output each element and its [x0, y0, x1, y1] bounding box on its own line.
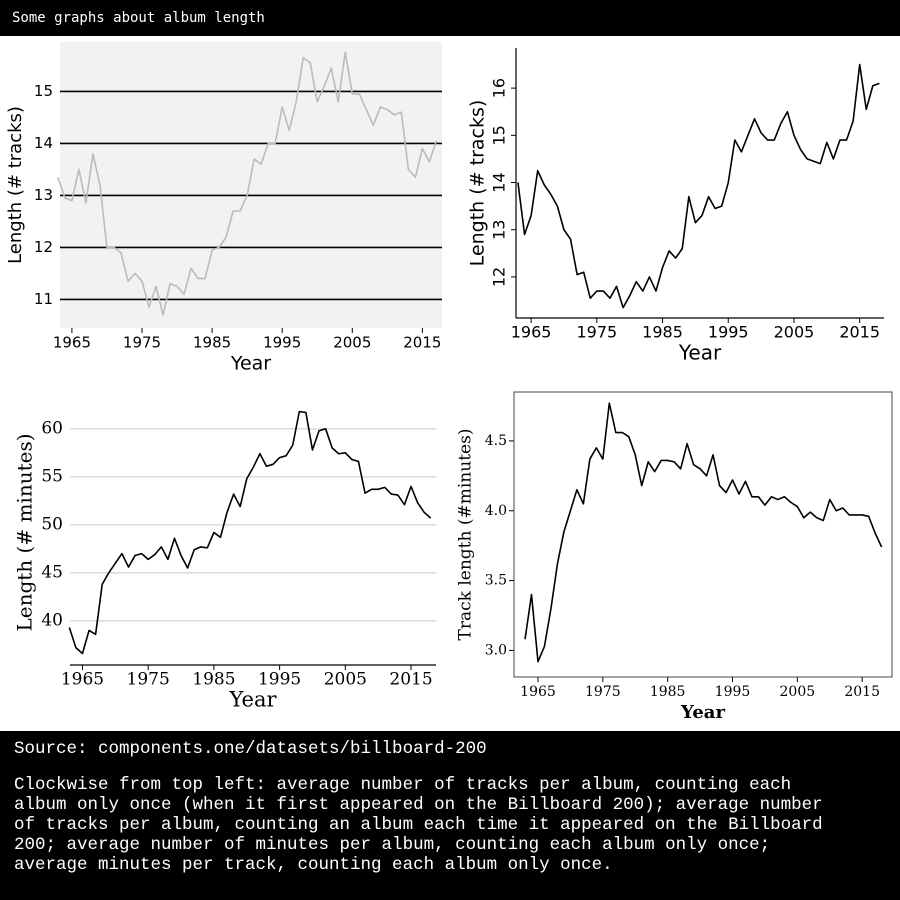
y-tick-label: 16: [490, 78, 509, 98]
x-tick-label: 1975: [576, 323, 617, 342]
y-tick-label: 11: [34, 290, 53, 308]
x-tick-label: 1965: [520, 684, 556, 700]
x-tick-label: 2005: [324, 670, 367, 690]
x-tick-label: 1995: [263, 334, 301, 352]
x-tick-label: 1995: [715, 684, 751, 700]
plot-background: [60, 42, 442, 328]
x-axis-label: Year: [680, 702, 725, 723]
y-tick-label: 3.5: [485, 573, 507, 589]
x-tick-label: 2015: [389, 670, 432, 690]
x-tick-label: 1975: [585, 684, 621, 700]
data-line: [517, 63, 880, 309]
x-tick-label: 1985: [642, 323, 683, 342]
y-axis-label: Length (# minutes): [13, 433, 37, 631]
source: Source: components.one/datasets/billboar…: [14, 739, 487, 759]
x-axis-label: Year: [230, 353, 271, 375]
x-tick-label: 1965: [61, 670, 104, 690]
x-tick-label: 1985: [193, 334, 231, 352]
y-tick-label: 15: [490, 125, 509, 145]
y-tick-label: 50: [41, 514, 63, 534]
y-tick-label: 4.0: [485, 503, 507, 519]
y-tick-label: 45: [41, 562, 63, 582]
y-tick-label: 14: [34, 134, 53, 152]
y-tick-label: 60: [41, 418, 63, 438]
y-tick-label: 40: [41, 610, 63, 630]
x-tick-label: 2015: [844, 684, 880, 700]
data-line: [57, 51, 438, 316]
footer: Source: components.one/datasets/billboar…: [0, 731, 900, 900]
data-line: [524, 402, 883, 663]
x-tick-label: 1985: [192, 670, 235, 690]
caption: Clockwise from top left: average number …: [14, 775, 823, 875]
x-tick-label: 1975: [123, 334, 161, 352]
x-tick-label: 2015: [403, 334, 441, 352]
plot-frame: [513, 391, 893, 678]
y-tick-label: 13: [490, 220, 509, 240]
x-tick-label: 1965: [53, 334, 91, 352]
y-tick-label: 12: [34, 238, 53, 256]
y-axis-label: Length (# tracks): [467, 100, 489, 267]
header-title: Some graphs about album length: [0, 0, 900, 36]
x-tick-label: 1995: [708, 323, 749, 342]
y-tick-label: 3.0: [485, 642, 507, 658]
y-tick-label: 4.5: [485, 433, 507, 449]
data-line: [68, 410, 432, 655]
y-tick-label: 14: [490, 172, 509, 192]
x-axis-label: Year: [228, 688, 277, 712]
x-tick-label: 2015: [839, 323, 880, 342]
x-tick-label: 2005: [333, 334, 371, 352]
x-tick-label: 1975: [127, 670, 170, 690]
y-tick-label: 13: [34, 186, 53, 204]
x-tick-label: 1965: [511, 323, 552, 342]
y-tick-label: 15: [34, 82, 53, 100]
y-axis-label: Track length (#minutes): [456, 429, 476, 641]
x-tick-label: 1995: [258, 670, 301, 690]
x-tick-label: 1985: [650, 684, 686, 700]
y-tick-label: 55: [41, 466, 63, 486]
y-tick-label: 12: [490, 267, 509, 287]
x-tick-label: 2005: [780, 684, 816, 700]
charts: 11 12 13 14 15 1965 1975 1985 1995 2005 2015 Year Le…: [5, 42, 893, 723]
x-tick-label: 2005: [774, 323, 815, 342]
x-axis-label: Year: [678, 341, 722, 365]
y-axis-label: Length (# tracks): [5, 106, 26, 264]
